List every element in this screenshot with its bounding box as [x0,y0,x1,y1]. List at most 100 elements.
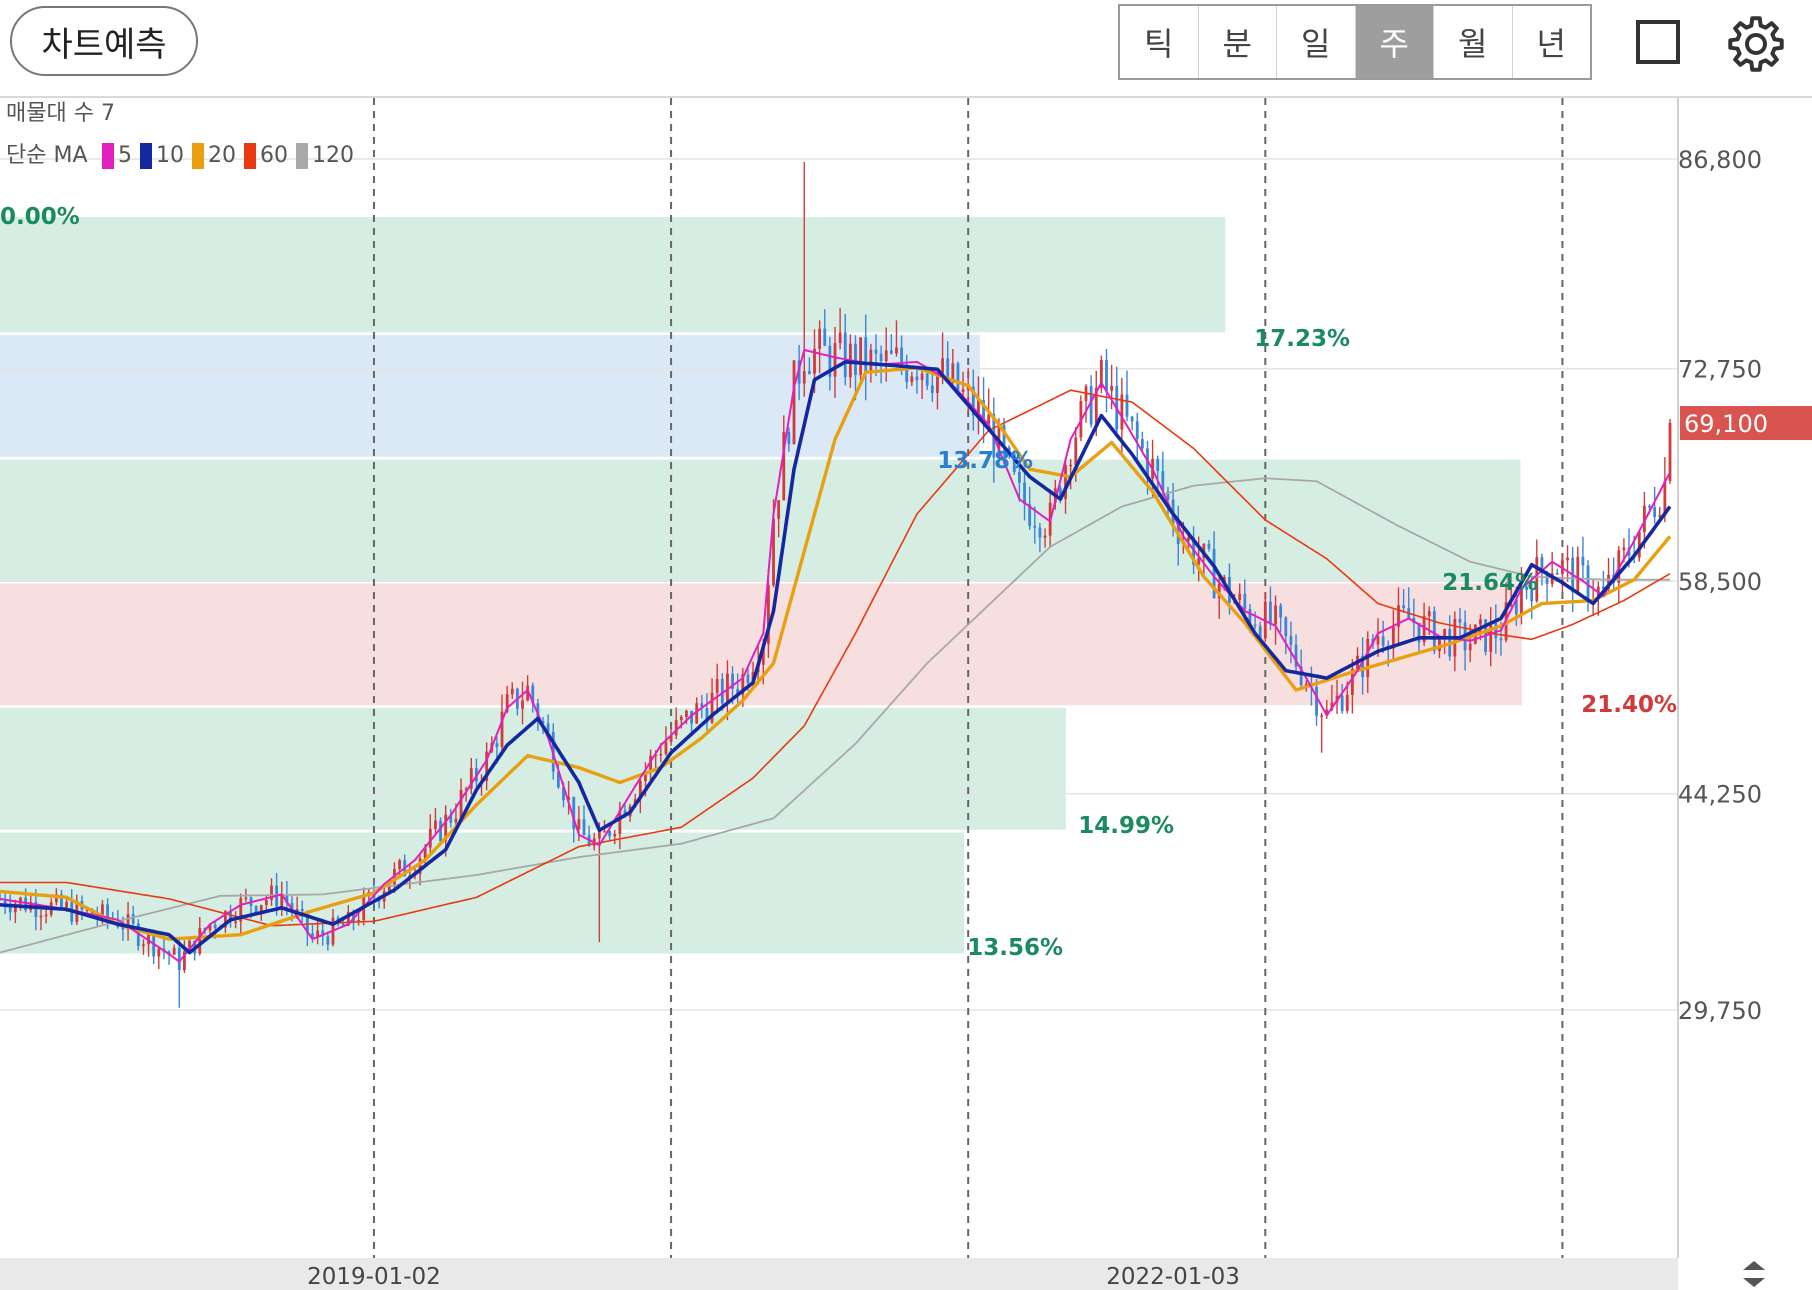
candle-body [720,678,724,704]
current-price-label: 69,100 [1684,410,1768,438]
candle-body [1468,643,1472,651]
candle-body [787,431,791,445]
candle-body [1663,480,1667,516]
candle-body [106,904,109,918]
candle-body [746,674,750,684]
period-week-button[interactable]: 주 [1355,6,1434,78]
candle-body [295,908,299,912]
candle-body [280,894,284,907]
candle-body [910,376,914,382]
candle-body [19,897,22,904]
candle-body [264,900,268,906]
candle-body [654,754,658,757]
scroll-down-arrow[interactable] [1743,1278,1765,1287]
candle-body [300,908,304,912]
candle-body [854,343,857,375]
fullscreen-square-icon[interactable] [1636,20,1680,64]
ma-legend-swatch [102,143,114,169]
candle-body [556,771,560,788]
period-tick-button[interactable]: 틱 [1120,6,1199,78]
candle-body [495,743,499,748]
ma20-line [0,366,1672,941]
candle-body [449,814,453,823]
candle-body [1458,618,1462,623]
candle-body [1622,547,1626,551]
candle-body [1489,622,1493,652]
price-chart[interactable]: 0.00% 17.23% 13.78% 21.64% 21.40% 14.99% 13.56… [0,98,1812,1290]
x-axis-strip [0,1258,1678,1290]
candle-body [1018,472,1021,483]
candle-body [485,751,489,782]
period-minute-button[interactable]: 분 [1199,6,1277,78]
scroll-handle-icon[interactable] [1743,1261,1765,1287]
candle-body [428,828,432,848]
candle-body [505,694,509,712]
candle-body [1125,394,1129,417]
candle-body [674,720,678,736]
candle-body [1289,636,1293,645]
candle-body [1304,683,1308,686]
candle-body [859,337,863,375]
volume-profile-bar [0,335,980,457]
candle-body [577,819,581,830]
candle-body [562,787,565,801]
candle-body [736,688,740,695]
candle-body [1258,626,1262,639]
chart-predict-button[interactable]: 차트예측 [10,6,198,76]
volume-percent-label: 13.56% [967,935,1063,961]
period-selector: 틱 분 일 주 월 년 [1118,4,1592,80]
candle-body [638,781,642,800]
candle-body [833,343,837,377]
candle-body [546,723,550,732]
volume-profile-bar [0,459,1521,581]
candle-body [608,831,612,837]
candle-body [1535,557,1539,602]
candle-body [741,674,745,695]
candle-body [1581,556,1585,566]
candle-body [761,643,765,665]
candle-body [1427,611,1431,617]
period-year-button[interactable]: 년 [1536,25,1566,63]
candle-body [1253,624,1257,627]
candle-body [843,332,847,378]
candle-body [1212,548,1216,599]
candle-body [44,914,48,917]
candle-body [270,885,273,901]
candle-body [1315,686,1318,716]
ma-legend-title: 단순 MA [6,143,88,168]
candle-body [54,894,58,903]
candle-body [434,820,437,829]
candle-body [644,771,647,782]
ma-legend-swatch [192,143,204,169]
candle-body [1028,504,1032,526]
candle-body [1658,515,1662,517]
volume-profile-count-label: 매물대 수 7 [6,101,115,126]
candle-body [659,753,663,756]
scroll-up-arrow[interactable] [1743,1261,1765,1270]
candle-body [1443,628,1447,636]
volume-percent-label: 21.40% [1581,692,1677,718]
candle-body [101,904,104,918]
period-month-button[interactable]: 월 [1434,6,1513,78]
candle-body [1135,421,1139,440]
candle-body [177,947,181,971]
candle-body [1064,465,1067,499]
candle-body [285,894,289,904]
gear-icon[interactable] [1726,14,1786,74]
candle-body [121,926,125,930]
period-day-button[interactable]: 일 [1277,6,1356,78]
candle-body [695,703,699,724]
ma-legend-swatch [140,143,152,169]
candle-body [941,358,944,374]
candle-body [526,685,530,701]
candle-body [1653,507,1657,517]
candle-body [1110,385,1114,391]
ma-legend-swatch [296,143,308,169]
candle-body [3,899,7,907]
candle-body [792,360,796,445]
candle-body [1140,439,1144,449]
candle-body [977,400,980,416]
ma-legend-swatch [244,143,256,169]
candle-body [915,376,919,381]
candle-body [152,934,156,957]
